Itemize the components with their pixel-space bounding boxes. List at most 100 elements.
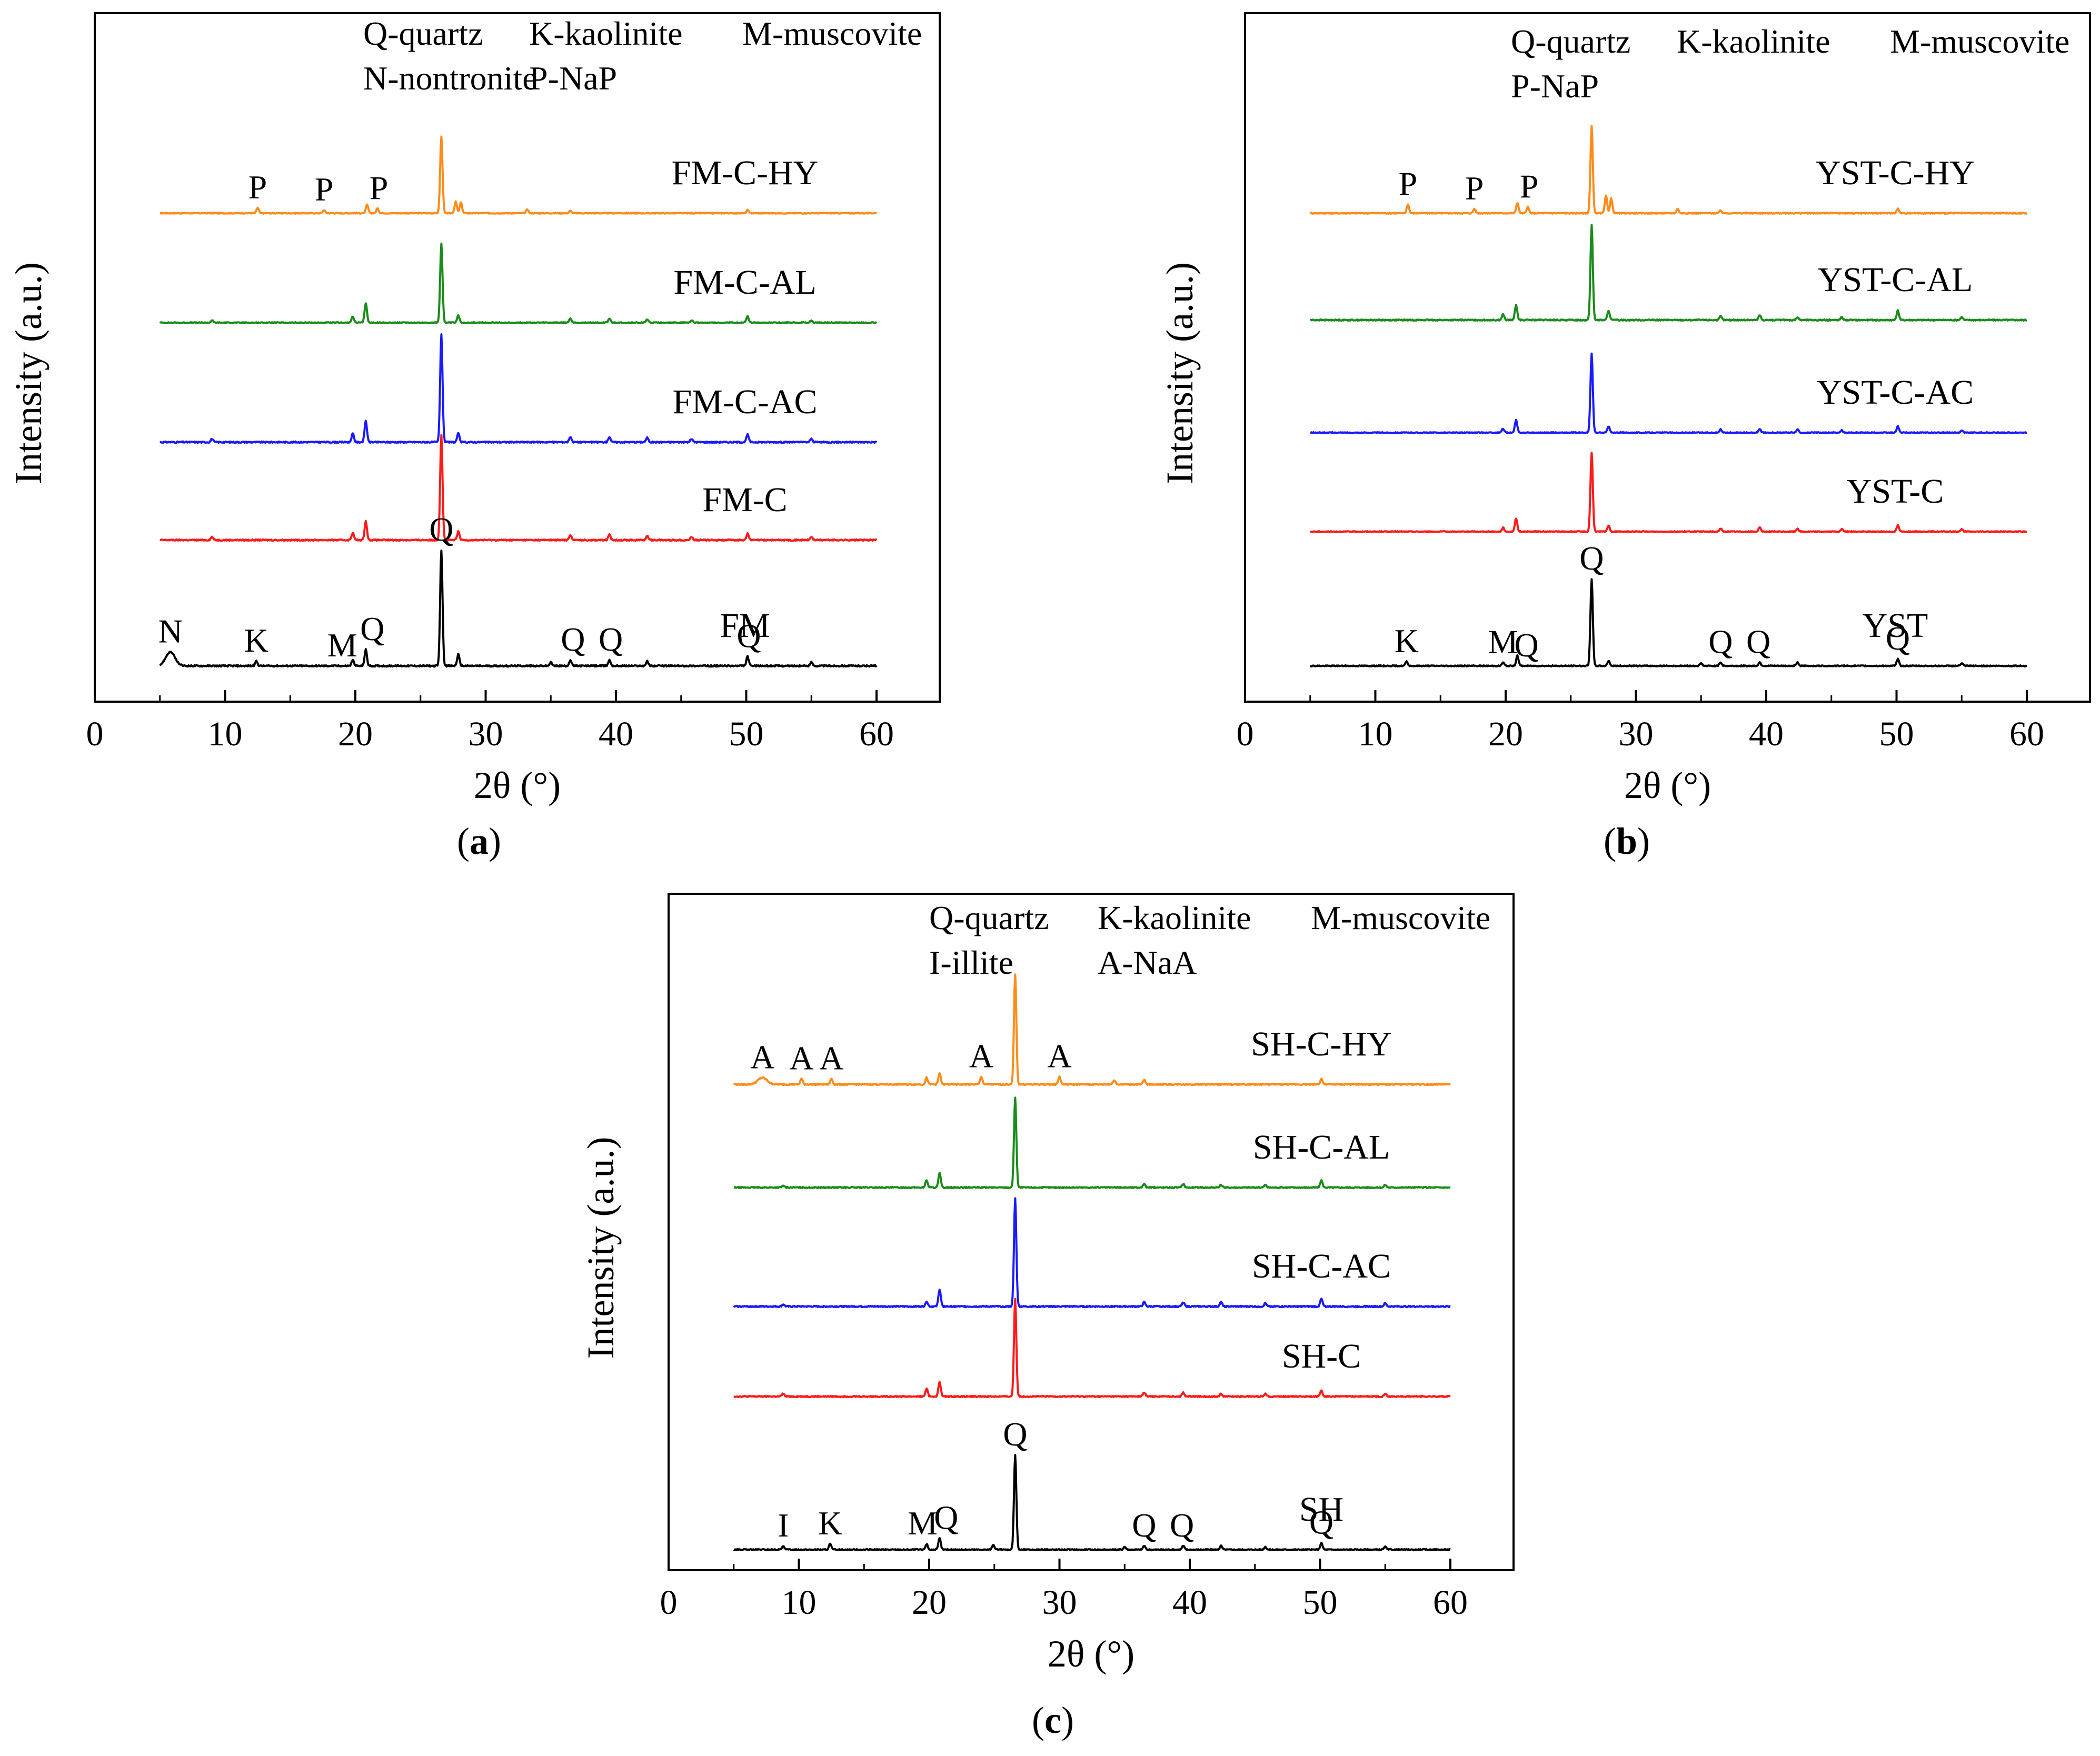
x-tick-label: 60	[859, 715, 894, 753]
x-tick-label: 30	[1619, 715, 1654, 753]
x-tick-label: 20	[1488, 715, 1523, 753]
caption-close: )	[489, 820, 501, 862]
peak-label: A	[969, 1037, 993, 1074]
x-tick-label: 0	[86, 715, 104, 753]
x-tick-label: 30	[1042, 1583, 1077, 1622]
caption-open: (	[1604, 820, 1616, 862]
peak-label: A	[1047, 1037, 1071, 1074]
peak-label: P	[1465, 169, 1484, 207]
x-tick-label: 0	[660, 1583, 678, 1622]
series-label: SH-C-AC	[1252, 1247, 1391, 1285]
peak-label: Q	[1514, 626, 1538, 664]
peak-label: M	[327, 626, 357, 664]
series-line-yst	[1310, 578, 2027, 667]
phase-legend-entry: P-NaP	[1511, 67, 1599, 105]
series-line-yst-c	[1309, 452, 2027, 533]
x-tick-label: 40	[1172, 1583, 1207, 1622]
series-line-sh-c	[733, 1298, 1451, 1399]
peak-label: Q	[1309, 1503, 1333, 1541]
caption-letter: a	[470, 820, 489, 862]
panel-c: 0 10 20 30 40 50 60 2θ (°) Intensity (a.u.) (c) Q-…	[580, 893, 1515, 1741]
peak-label: P	[1399, 165, 1418, 203]
phase-legend-entry: Q-quartz	[363, 15, 483, 52]
phase-legend-entry: K-kaolinite	[1098, 899, 1251, 936]
series-label: SH	[1299, 1490, 1343, 1529]
caption-letter: c	[1044, 1699, 1061, 1741]
series-line-yst-c-ac	[1310, 352, 2027, 434]
x-tick-label: 0	[1237, 715, 1254, 753]
x-tick-label: 40	[1749, 715, 1784, 753]
peak-label: Q	[1003, 1415, 1027, 1453]
peak-label: K	[244, 622, 268, 659]
peak-label: Q	[599, 621, 623, 658]
caption-close: )	[1637, 820, 1650, 862]
phase-legend-entry: I-illite	[929, 944, 1013, 981]
series-line-fm-c-al	[159, 242, 878, 324]
x-tick-label: 50	[1303, 1583, 1338, 1622]
x-tick-label: 10	[782, 1583, 817, 1622]
peak-label: A	[750, 1038, 774, 1075]
plot-frame	[668, 893, 1515, 1571]
x-axis-label: 2θ (°)	[474, 764, 561, 806]
peak-label: Q	[561, 621, 585, 658]
panel-a: 0 10 20 30 40 50 60 2θ (°) Intensity (a.u.) (a) Q-…	[7, 12, 941, 862]
peak-label: M	[908, 1504, 938, 1542]
y-axis-label: Intensity (a.u.)	[580, 1137, 622, 1359]
peak-label: Q	[429, 511, 453, 548]
peak-label: Q	[1579, 540, 1604, 577]
y-axis-label: Intensity (a.u.)	[7, 262, 49, 484]
x-tick-label: 10	[208, 715, 243, 753]
phase-legend-entry: Q-quartz	[1511, 23, 1630, 60]
phase-legend-entry: M-muscovite	[1890, 23, 2069, 60]
series-line-fm-c	[159, 434, 878, 542]
plot-frame	[1244, 12, 2091, 703]
series-label: FM-C-HY	[672, 154, 819, 192]
series-line-sh-c-hy	[733, 973, 1451, 1086]
x-axis-label: 2θ (°)	[1624, 764, 1711, 806]
x-tick-label: 50	[729, 715, 764, 753]
x-tick-label: 40	[599, 715, 633, 753]
y-axis-label: Intensity (a.u.)	[1159, 262, 1201, 484]
peak-label: I	[778, 1506, 789, 1544]
series-label: YST-C-HY	[1816, 154, 1975, 192]
peak-label: N	[158, 613, 182, 650]
peak-label: P	[1520, 167, 1539, 205]
series-label: YST-C-AL	[1818, 261, 1973, 299]
peak-label: Q	[1132, 1506, 1156, 1544]
series-label: FM-C	[702, 481, 787, 519]
peak-label: M	[1488, 623, 1518, 660]
series-line-sh	[733, 1454, 1451, 1552]
x-tick-label: 60	[2009, 715, 2044, 753]
series-label: SH-C-AL	[1253, 1128, 1390, 1166]
plot-frame	[94, 12, 941, 703]
series-line-yst-c-al	[1309, 224, 2027, 322]
peak-label: Q	[1170, 1506, 1194, 1544]
phase-legend-entry: Q-quartz	[929, 899, 1049, 936]
peak-label: Q	[1886, 620, 1910, 657]
panel-b: 0 10 20 30 40 50 60 2θ (°) Intensity (a.u.) (b) Q-…	[1159, 12, 2091, 862]
x-tick-label: 20	[912, 1583, 947, 1622]
series-label: YST-C	[1847, 472, 1944, 511]
peak-label: K	[1395, 622, 1419, 660]
series-label: SH-C-HY	[1251, 1025, 1392, 1063]
phase-legend-entry: K-kaolinite	[1677, 23, 1830, 60]
series-line-fm-c-hy	[160, 135, 878, 215]
x-tick-label: 30	[469, 715, 503, 753]
panel-caption: (c)	[1032, 1699, 1074, 1741]
phase-legend-entry: M-muscovite	[742, 15, 922, 52]
peak-label: K	[818, 1504, 842, 1542]
peak-label: P	[315, 171, 334, 208]
peak-label: P	[370, 169, 389, 206]
x-tick-label: 10	[1358, 715, 1393, 753]
phase-legend-entry: A-NaA	[1098, 944, 1197, 981]
x-axis-label: 2θ (°)	[1048, 1633, 1134, 1675]
phase-legend-entry: N-nontronite	[363, 59, 538, 97]
caption-open: (	[457, 820, 470, 862]
series-label: YST	[1863, 606, 1928, 645]
series-label: FM-C-AL	[673, 263, 816, 302]
peak-label: Q	[737, 617, 761, 654]
series-label: FM	[720, 606, 770, 645]
series-line-sh-c-al	[733, 1096, 1451, 1189]
phase-legend-entry: M-muscovite	[1311, 899, 1490, 936]
caption-close: )	[1061, 1699, 1074, 1741]
